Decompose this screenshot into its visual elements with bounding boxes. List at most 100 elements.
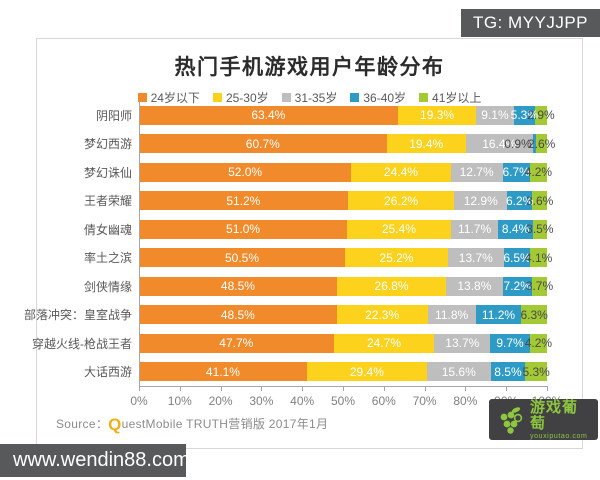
segment-label: 6.3%	[520, 307, 548, 322]
row-bar: 48.5% 26.8% 13.8% 7.2% 3.7%	[139, 276, 553, 296]
tick-label: 30%	[249, 394, 274, 408]
row-label: 穿越火线-枪战王者	[32, 336, 132, 351]
bar-row: 倩女幽魂 51.0% 25.4% 11.7% 8.4% 3.5%	[43, 215, 554, 244]
bar-segment: 6.7%	[503, 162, 530, 182]
row-bar: 60.7% 19.4% 16.4% 0.9% 2.6%	[139, 134, 555, 154]
bar-segment: 51.2%	[139, 191, 348, 211]
chart-legend: 24岁以下 25-30岁 31-35岁 36-40岁 41岁以上	[37, 89, 582, 106]
legend-label: 36-40岁	[363, 91, 407, 105]
row-label: 率土之滨	[83, 251, 132, 266]
segment-label: 29.4%	[349, 364, 384, 379]
row-bar: 47.7% 24.7% 13.7% 9.7% 4.2%	[139, 333, 552, 353]
segment-label: 5.3%	[510, 108, 539, 123]
segment-label: 7.2%	[503, 279, 531, 294]
bar-segment: 11.8%	[427, 305, 476, 325]
segment-label: 24.7%	[366, 336, 401, 351]
questmobile-q-mark: Q	[108, 415, 122, 434]
segment-label: 25.2%	[379, 250, 414, 265]
segment-label: 47.7%	[219, 336, 254, 351]
segment-label: 60.7%	[245, 136, 280, 151]
bar-segment: 11.7%	[450, 219, 499, 239]
bar-segment: 8.5%	[490, 362, 526, 382]
bar-segment: 51.0%	[139, 219, 348, 239]
x-axis-tick-marks	[139, 387, 548, 391]
bar-segment: 22.3%	[336, 305, 428, 325]
tick-mark	[343, 387, 344, 391]
bar-segment: 3.6%	[526, 191, 553, 211]
segment-label: 2.9%	[527, 108, 555, 123]
bar-segment: 29.4%	[306, 362, 427, 382]
bar-row: 王者荣耀 51.2% 26.2% 12.9% 6.2% 3.6%	[43, 187, 553, 216]
bar-segment: 26.8%	[336, 276, 447, 296]
row-label: 部落冲突：皇室战争	[23, 308, 132, 323]
youxiputao-logo: 游戏葡萄 youxiputao.com	[489, 399, 598, 440]
legend-label: 41岁以上	[432, 91, 482, 105]
bar-segment: 4.1%	[525, 248, 552, 268]
bar-segment: 9.1%	[476, 105, 514, 125]
bar-segment: 3.7%	[526, 276, 553, 296]
tick-label: 80%	[453, 394, 478, 408]
row-label: 阴阳师	[95, 108, 132, 123]
legend-swatch	[212, 93, 222, 102]
x-axis-line	[139, 386, 548, 387]
bar-segment: 13.7%	[447, 248, 504, 268]
bar-segment: 6.2%	[506, 191, 533, 211]
segment-label: 50.5%	[225, 250, 260, 265]
legend-swatch	[350, 93, 360, 102]
segment-label: 4.2%	[524, 165, 553, 180]
bar-segment: 2.6%	[528, 134, 555, 154]
legend-item: 36-40岁	[350, 89, 406, 106]
logo-text: 游戏葡萄 youxiputao.com	[530, 399, 592, 440]
segment-label: 6.5%	[503, 250, 531, 265]
bar-segment: 48.5%	[139, 276, 337, 296]
row-bar: 50.5% 25.2% 13.7% 6.5% 4.1%	[139, 248, 552, 268]
legend-item: 25-30岁	[212, 89, 269, 106]
bar-segment: 15.6%	[426, 362, 491, 382]
segment-label: 19.4%	[409, 136, 444, 151]
bar-row: 梦幻诛仙 52.0% 24.4% 12.7% 6.7% 4.2%	[43, 158, 552, 187]
segment-label: 3.6%	[525, 193, 554, 208]
segment-label: 51.2%	[226, 193, 261, 208]
bar-segment: 13.8%	[446, 276, 503, 296]
row-bar: 41.1% 29.4% 15.6% 8.5% 5.3%	[139, 362, 550, 382]
row-label: 大话西游	[83, 365, 132, 380]
bar-segment: 25.2%	[345, 248, 448, 268]
website-watermark: www.wendin88.com	[0, 444, 190, 477]
segment-label: 4.1%	[524, 250, 553, 265]
bar-row: 率土之滨 50.5% 25.2% 13.7% 6.5% 4.1%	[43, 244, 552, 273]
tick-mark	[139, 387, 140, 391]
bar-row: 剑侠情缘 48.5% 26.8% 13.8% 7.2% 3.7%	[43, 272, 553, 301]
segment-label: 41.1%	[205, 364, 240, 379]
segment-label: 3.7%	[525, 279, 554, 294]
bar-segment: 48.5%	[139, 305, 337, 325]
segment-label: 63.4%	[251, 108, 286, 123]
segment-label: 24.4%	[383, 165, 418, 180]
segment-label: 26.8%	[374, 279, 409, 294]
bar-segment: 2.9%	[527, 105, 555, 125]
bar-segment: 0.9%	[504, 134, 537, 154]
x-axis-labels: 0%10%20%30%40%50%60%70%80%90%100%	[130, 394, 562, 408]
telegram-watermark: TG: MYYJJPP	[461, 9, 600, 37]
bar-segment: 50.5%	[139, 248, 346, 268]
bar-segment: 12.9%	[454, 191, 508, 211]
row-bar: 48.5% 22.3% 11.8% 11.2% 6.3%	[139, 305, 548, 325]
tick-mark	[506, 387, 508, 391]
bar-segment: 5.3%	[522, 362, 550, 382]
row-bar: 51.2% 26.2% 12.9% 6.2% 3.6%	[139, 191, 553, 211]
row-label: 倩女幽魂	[83, 222, 132, 237]
tick-mark	[383, 387, 385, 391]
bar-segment: 16.4%	[465, 134, 533, 154]
segment-label: 3.5%	[526, 222, 554, 237]
segment-label: 13.7%	[458, 250, 493, 265]
segment-label: 5.3%	[522, 364, 550, 379]
tick-mark	[179, 387, 181, 391]
segment-label: 11.7%	[458, 222, 492, 237]
bar-segment: 6.5%	[503, 248, 531, 268]
source-text: uestMobile TRUTH营销版 2017年1月	[121, 417, 329, 431]
chart-card: 热门手机游戏用户年龄分布 24岁以下 25-30岁 31-35岁 36-40岁 41岁以…	[23, 38, 583, 449]
segment-label: 2.6%	[527, 136, 556, 151]
legend-label: 24岁以下	[150, 91, 200, 105]
legend-item: 24岁以下	[137, 89, 200, 106]
bar-segment: 60.7%	[139, 134, 387, 154]
